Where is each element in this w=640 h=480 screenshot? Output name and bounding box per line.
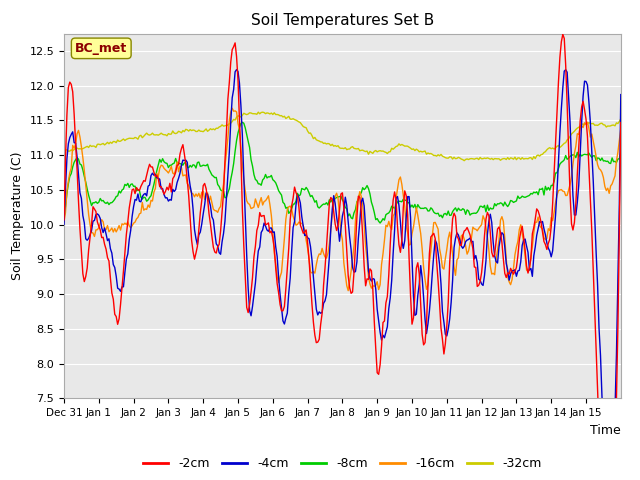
Title: Soil Temperatures Set B: Soil Temperatures Set B: [251, 13, 434, 28]
X-axis label: Time: Time: [590, 424, 621, 437]
Y-axis label: Soil Temperature (C): Soil Temperature (C): [11, 152, 24, 280]
Legend: -2cm, -4cm, -8cm, -16cm, -32cm: -2cm, -4cm, -8cm, -16cm, -32cm: [138, 452, 547, 475]
Text: BC_met: BC_met: [75, 42, 127, 55]
